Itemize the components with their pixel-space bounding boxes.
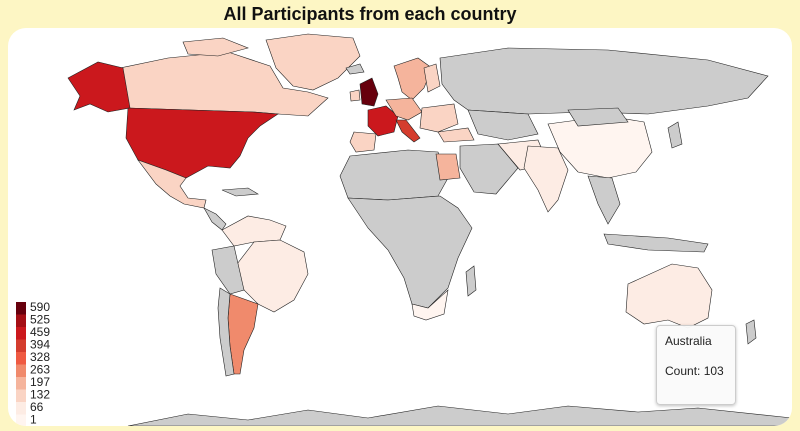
legend-tick-label: 459 (30, 325, 50, 339)
legend-tick-label: 263 (30, 363, 50, 377)
legend-swatch (16, 339, 26, 352)
country-spain-portugal[interactable] (349, 131, 377, 153)
country-greenland[interactable] (265, 33, 361, 91)
region-antarctica[interactable] (127, 405, 792, 426)
region-central-europe[interactable] (385, 97, 423, 121)
region-southeast-asia[interactable] (587, 175, 621, 225)
region-north-africa[interactable] (339, 149, 449, 201)
country-japan[interactable] (667, 121, 683, 149)
region-eastern-europe[interactable] (419, 103, 459, 133)
country-australia[interactable] (625, 263, 713, 329)
legend-tick-label: 1 (30, 413, 37, 426)
country-egypt[interactable] (435, 153, 461, 181)
country-iceland[interactable] (345, 63, 365, 75)
region-central-america[interactable] (203, 207, 227, 231)
country-ireland[interactable] (349, 89, 361, 102)
country-new-zealand[interactable] (745, 319, 757, 345)
region-caribbean[interactable] (221, 187, 259, 197)
region-peru-bolivia[interactable] (211, 245, 245, 295)
legend-tick-label: 132 (30, 388, 50, 402)
legend-swatches (16, 302, 26, 426)
legend-swatch (16, 377, 26, 390)
legend-swatch (16, 352, 26, 365)
country-italy[interactable] (395, 119, 421, 143)
map-card: 590 525 459 394 328 263 197 132 66 1 Australia Co… (8, 28, 792, 426)
country-kazakhstan[interactable] (467, 109, 539, 141)
region-north-south-america[interactable] (221, 215, 287, 247)
country-india[interactable] (523, 145, 569, 213)
tooltip-country-name: Australia (665, 334, 712, 348)
country-france[interactable] (367, 105, 399, 137)
legend-swatch (16, 314, 26, 327)
legend-tick-label: 525 (30, 313, 50, 327)
country-finland[interactable] (423, 63, 441, 93)
legend-tick-label: 197 (30, 375, 50, 389)
legend-tick-label: 66 (30, 400, 44, 414)
world-map[interactable] (8, 28, 792, 426)
legend-swatch (16, 302, 26, 315)
legend-swatch (16, 364, 26, 377)
tooltip-count: Count: 103 (665, 364, 724, 378)
country-madagascar[interactable] (465, 265, 477, 297)
country-sweden-norway[interactable] (393, 57, 433, 101)
legend-tick-label: 328 (30, 350, 50, 364)
country-chile[interactable] (217, 287, 235, 377)
country-united-kingdom[interactable] (359, 77, 379, 107)
region-central-africa[interactable] (347, 195, 473, 309)
region-indonesia[interactable] (603, 233, 709, 253)
country-tooltip: Australia Count: 103 (656, 325, 736, 405)
legend-swatch (16, 327, 26, 340)
legend-swatch (16, 402, 26, 415)
legend-tick-label: 394 (30, 338, 50, 352)
country-alaska[interactable] (67, 61, 131, 113)
country-mongolia[interactable] (567, 107, 629, 127)
country-south-africa[interactable] (411, 289, 449, 321)
map-title: All Participants from each country (223, 4, 517, 24)
country-canada-islands[interactable] (182, 37, 249, 57)
country-russia[interactable] (439, 47, 769, 115)
legend-tick-label: 590 (30, 300, 50, 314)
legend-swatch (16, 389, 26, 402)
country-turkey[interactable] (437, 127, 475, 143)
legend-swatch (16, 414, 26, 426)
country-mexico[interactable] (137, 159, 207, 209)
